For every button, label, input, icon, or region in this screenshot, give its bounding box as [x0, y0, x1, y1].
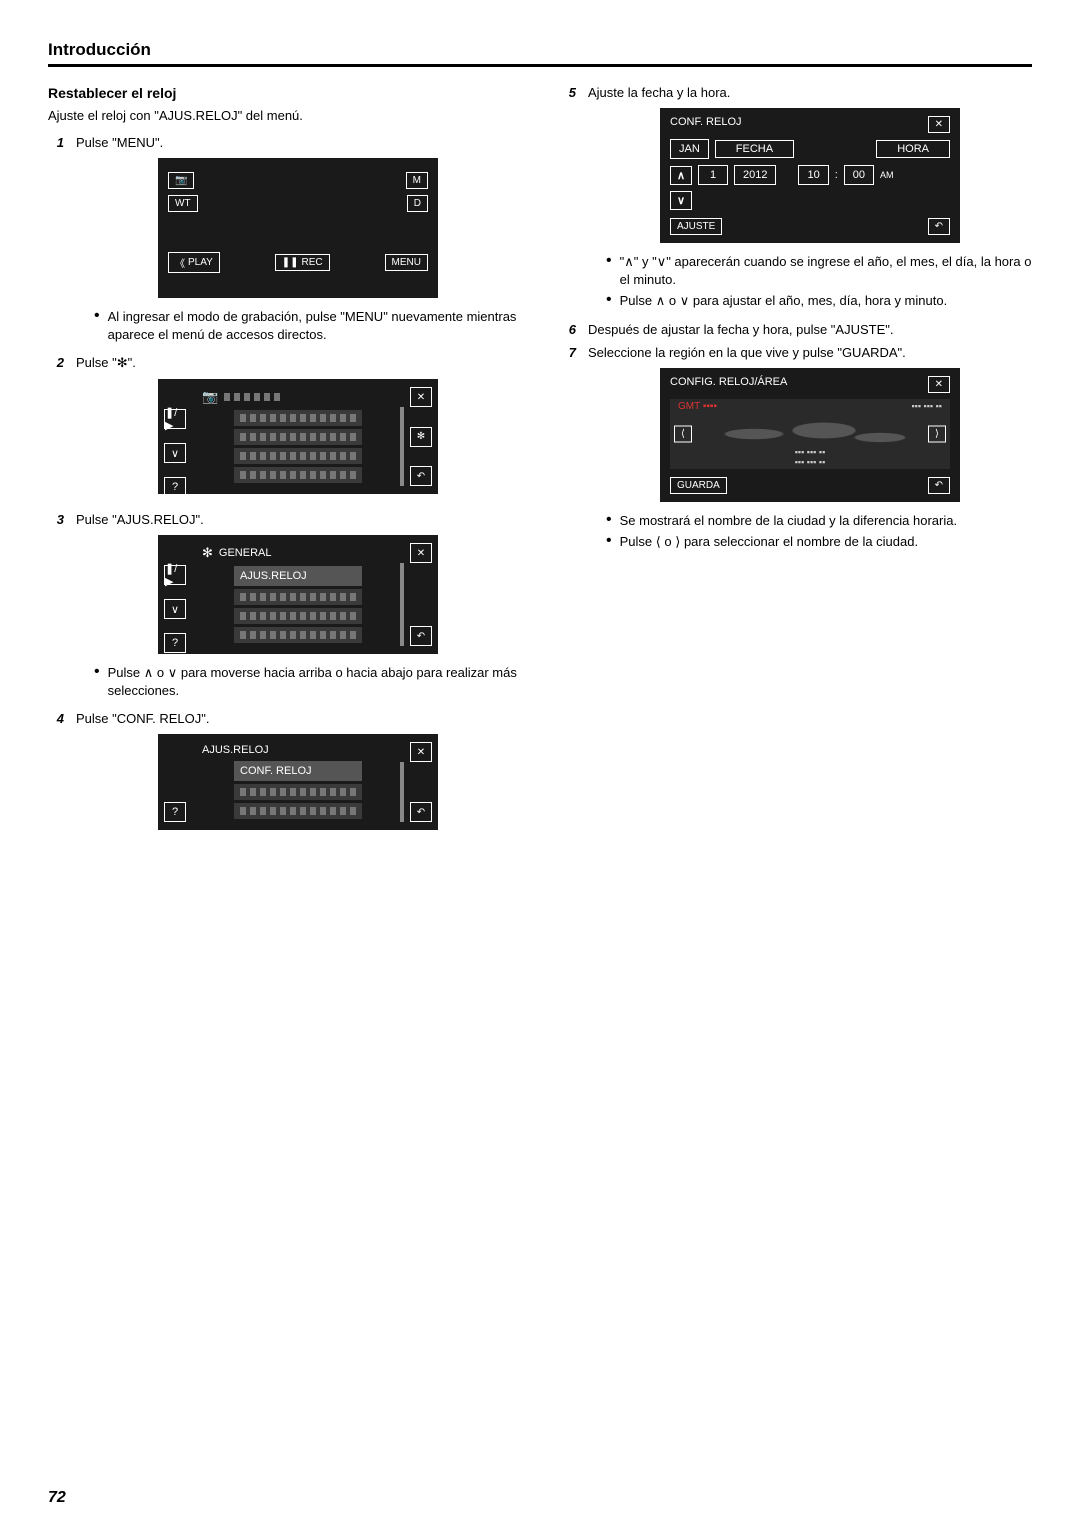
play-button: 《PLAY — [168, 252, 220, 273]
close-icon: ✕ — [928, 376, 950, 393]
osd-header: 📷 — [198, 387, 398, 407]
camera-icon: 📷 — [168, 172, 194, 189]
help-icon: ? — [164, 633, 186, 653]
scrollbar — [400, 762, 404, 822]
step-text: Ajuste la fecha y la hora. — [588, 85, 1032, 100]
redacted-label: ▪▪▪ ▪▪▪ ▪▪ — [911, 401, 942, 411]
playpause-icon: ❚/▶ — [164, 565, 186, 585]
osd-general-menu: ✻GENERAL ❚/▶ ∨ ? ✕ ↶ AJUS.RELOJ — [158, 535, 438, 654]
d-button: D — [407, 195, 428, 212]
world-map: GMT ▪▪▪▪ ▪▪▪ ▪▪▪ ▪▪ ⟨ ⟩ ▪▪▪ ▪▪▪ ▪▪▪▪▪ ▪▪… — [670, 399, 950, 469]
page-title: Introducción — [48, 40, 1032, 67]
help-icon: ? — [164, 477, 186, 497]
back-icon: ↶ — [928, 477, 950, 494]
fecha-label: FECHA — [715, 140, 794, 158]
step-1: 1 Pulse "MENU". 📷 M WT D 《PLAY ❚❚ REC — [48, 135, 520, 347]
m-button: M — [406, 172, 428, 189]
osd-title: CONFIG. RELOJ/ÁREA — [670, 376, 787, 393]
gmt-label: GMT ▪▪▪▪ — [678, 401, 717, 412]
gear-icon: ✻ — [410, 427, 432, 447]
scrollbar — [400, 407, 404, 486]
playpause-icon: ❚/▶ — [164, 409, 186, 429]
step-number: 7 — [560, 345, 576, 555]
osd-menu-screen: 📷 M WT D 《PLAY ❚❚ REC MENU — [158, 158, 438, 298]
intro-text: Ajuste el reloj con "AJUS.RELOJ" del men… — [48, 107, 520, 125]
close-icon: ✕ — [410, 387, 432, 407]
hour-cell: 10 — [798, 165, 828, 185]
menu-item-ajusreloj: AJUS.RELOJ — [234, 566, 362, 586]
step-2: 2 Pulse "✻". 📷 ❚/▶ ∨ ? ✕ ✻ ↶ — [48, 355, 520, 504]
menu-button: MENU — [385, 254, 428, 271]
menu-list: CONF. RELOJ — [234, 761, 362, 819]
help-icon: ? — [164, 802, 186, 822]
guarda-button: GUARDA — [670, 477, 727, 494]
step-number: 6 — [560, 322, 576, 337]
back-icon: ↶ — [410, 466, 432, 486]
colon: : — [835, 169, 838, 181]
osd-clock-set: CONF. RELOJ ✕ JAN FECHA HORA ∧ 1 2012 — [660, 108, 960, 243]
left-column: Restablecer el reloj Ajuste el reloj con… — [48, 85, 520, 848]
chevron-left-icon: ⟨ — [674, 425, 692, 442]
step-text: Pulse "CONF. RELOJ". — [76, 711, 520, 726]
step-7: 7 Seleccione la región en la que vive y … — [560, 345, 1032, 555]
osd-ajusreloj-menu: AJUS.RELOJ ? ✕ ↶ CONF. RELOJ — [158, 734, 438, 830]
ampm-label: AM — [880, 170, 894, 180]
bullet: Al ingresar el modo de grabación, pulse … — [94, 308, 520, 343]
gear-icon: ✻ — [202, 545, 213, 561]
right-column: 5 Ajuste la fecha y la hora. CONF. RELOJ… — [560, 85, 1032, 848]
section-subhead: Restablecer el reloj — [48, 85, 520, 101]
camera-icon: 📷 — [202, 389, 218, 405]
two-column-layout: Restablecer el reloj Ajuste el reloj con… — [48, 85, 1032, 848]
osd-header: ✻GENERAL — [198, 543, 398, 563]
step-number: 4 — [48, 711, 64, 840]
bullet: Pulse ∧ o ∨ para ajustar el año, mes, dí… — [606, 292, 1032, 310]
close-icon: ✕ — [410, 742, 432, 762]
back-icon: ↶ — [410, 626, 432, 646]
step-4: 4 Pulse "CONF. RELOJ". AJUS.RELOJ ? ✕ ↶ — [48, 711, 520, 840]
down-icon: ∨ — [670, 191, 692, 210]
step-text: Pulse "MENU". — [76, 135, 520, 150]
step-5: 5 Ajuste la fecha y la hora. CONF. RELOJ… — [560, 85, 1032, 314]
menu-list — [234, 410, 362, 483]
ajuste-button: AJUSTE — [670, 218, 722, 235]
chevron-right-icon: ⟩ — [928, 425, 946, 442]
minute-cell: 00 — [844, 165, 874, 185]
bullet: Pulse ⟨ o ⟩ para seleccionar el nombre d… — [606, 533, 1032, 551]
step-number: 2 — [48, 355, 64, 504]
up-icon: ∧ — [670, 166, 692, 185]
wt-button: WT — [168, 195, 198, 212]
step-text: Pulse "AJUS.RELOJ". — [76, 512, 520, 527]
osd-settings-list: 📷 ❚/▶ ∨ ? ✕ ✻ ↶ — [158, 379, 438, 494]
step-text: Después de ajustar la fecha y hora, puls… — [588, 322, 1032, 337]
menu-item-confreloj: CONF. RELOJ — [234, 761, 362, 781]
chevron-down-icon: ∨ — [164, 599, 186, 619]
bullet: Se mostrará el nombre de la ciudad y la … — [606, 512, 1032, 530]
page-number: 72 — [48, 1489, 66, 1507]
step-number: 3 — [48, 512, 64, 703]
menu-list: AJUS.RELOJ — [234, 566, 362, 643]
day-cell: 1 — [698, 165, 728, 185]
year-cell: 2012 — [734, 165, 776, 185]
redacted-label: ▪▪▪ ▪▪▪ ▪▪▪▪▪ ▪▪▪ ▪▪ — [795, 447, 826, 467]
osd-title: CONF. RELOJ — [670, 116, 742, 133]
month-cell: JAN — [670, 139, 709, 159]
back-icon: ↶ — [410, 802, 432, 822]
step-6: 6 Después de ajustar la fecha y hora, pu… — [560, 322, 1032, 337]
step-number: 5 — [560, 85, 576, 314]
step-text: Pulse "✻". — [76, 355, 520, 371]
osd-header: AJUS.RELOJ — [198, 742, 398, 758]
step-number: 1 — [48, 135, 64, 347]
step-text: Seleccione la región en la que vive y pu… — [588, 345, 1032, 360]
step-3: 3 Pulse "AJUS.RELOJ". ✻GENERAL ❚/▶ ∨ ? ✕… — [48, 512, 520, 703]
bullet: Pulse ∧ o ∨ para moverse hacia arriba o … — [94, 664, 520, 699]
close-icon: ✕ — [410, 543, 432, 563]
scrollbar — [400, 563, 404, 646]
close-icon: ✕ — [928, 116, 950, 133]
hora-label: HORA — [876, 140, 950, 158]
rec-button: ❚❚ REC — [275, 254, 330, 271]
back-icon: ↶ — [928, 218, 950, 235]
osd-area-config: CONFIG. RELOJ/ÁREA ✕ GMT ▪▪▪▪ ▪▪▪ ▪▪▪ ▪▪… — [660, 368, 960, 502]
bullet: "∧" y "∨" aparecerán cuando se ingrese e… — [606, 253, 1032, 288]
chevron-down-icon: ∨ — [164, 443, 186, 463]
